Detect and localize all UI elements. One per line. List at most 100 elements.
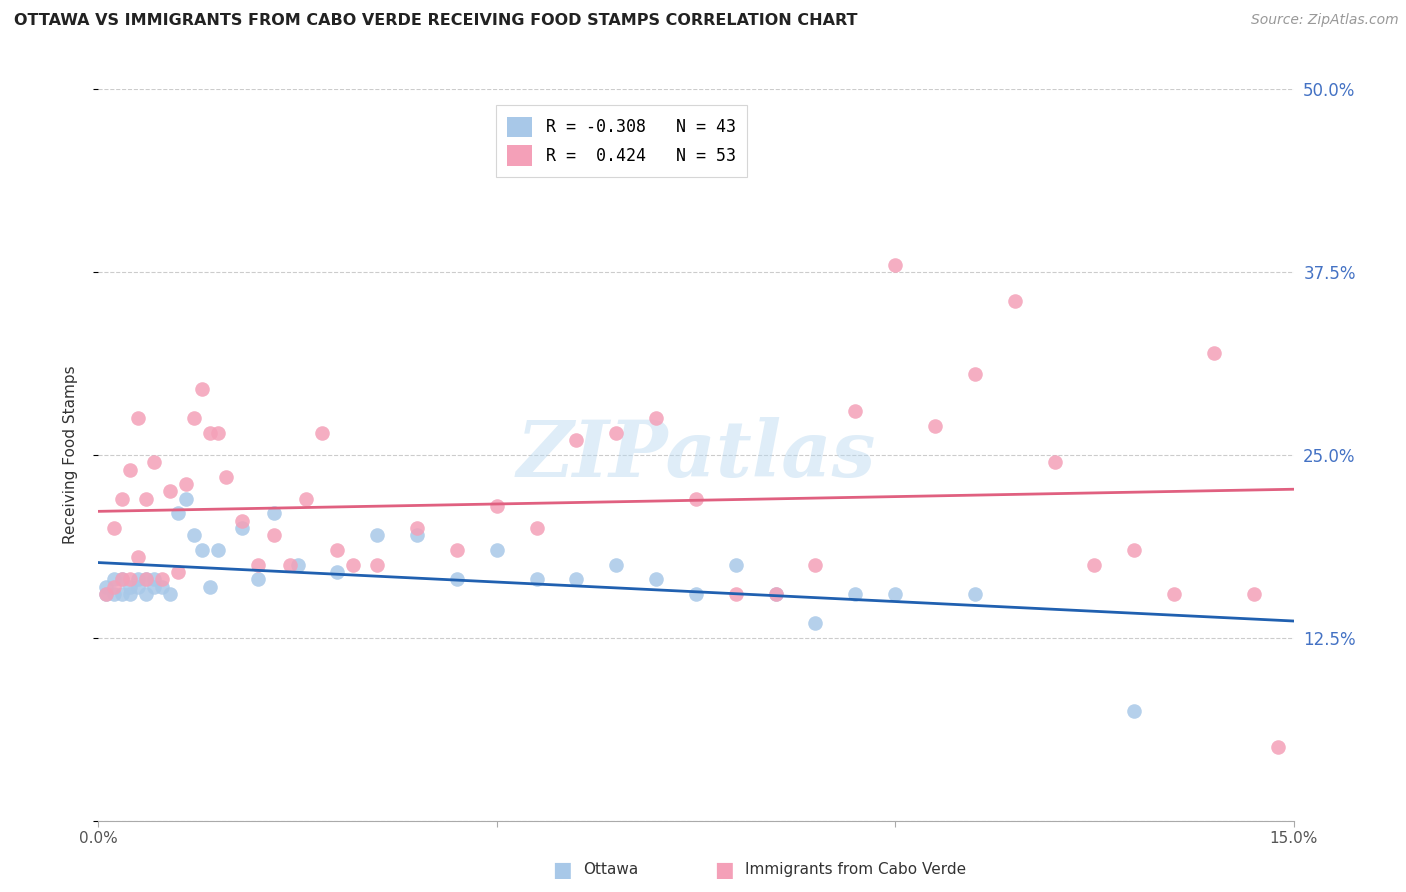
Point — [366, 528, 388, 542]
Point — [278, 558, 301, 572]
Point — [326, 565, 349, 579]
Point — [605, 425, 627, 440]
Point — [231, 521, 253, 535]
Point — [685, 491, 707, 506]
Point — [127, 572, 149, 586]
Point — [150, 572, 173, 586]
Text: Source: ZipAtlas.com: Source: ZipAtlas.com — [1251, 13, 1399, 28]
Point — [446, 572, 468, 586]
Point — [96, 587, 118, 601]
Point — [143, 580, 166, 594]
Point — [96, 587, 118, 601]
Point — [605, 558, 627, 572]
Point — [645, 411, 668, 425]
Point — [174, 477, 197, 491]
Point — [1043, 455, 1066, 469]
Point — [135, 491, 157, 506]
Point — [191, 382, 214, 396]
Point — [963, 368, 986, 382]
Point — [311, 425, 333, 440]
Point — [183, 411, 205, 425]
Point — [167, 565, 190, 579]
Point — [326, 543, 349, 558]
Text: Ottawa: Ottawa — [583, 863, 638, 877]
Point — [215, 470, 238, 484]
Point — [120, 572, 142, 586]
Point — [804, 616, 827, 631]
Point — [183, 528, 205, 542]
Text: ■: ■ — [553, 860, 572, 880]
Point — [526, 521, 548, 535]
Point — [174, 491, 197, 506]
Point — [963, 587, 986, 601]
Point — [724, 587, 747, 601]
Point — [1083, 558, 1105, 572]
Point — [446, 543, 468, 558]
Point — [685, 587, 707, 601]
Point — [565, 434, 588, 448]
Point — [135, 572, 157, 586]
Point — [103, 521, 125, 535]
Point — [111, 572, 134, 586]
Point — [485, 543, 508, 558]
Point — [167, 507, 190, 521]
Point — [111, 587, 134, 601]
Point — [159, 484, 181, 499]
Point — [120, 587, 142, 601]
Point — [135, 572, 157, 586]
Point — [844, 404, 866, 418]
Point — [246, 572, 269, 586]
Point — [645, 572, 668, 586]
Point — [143, 455, 166, 469]
Point — [143, 572, 166, 586]
Point — [765, 587, 787, 601]
Point — [884, 258, 907, 272]
Point — [287, 558, 309, 572]
Point — [526, 572, 548, 586]
Point — [120, 580, 142, 594]
Point — [127, 580, 149, 594]
Point — [1163, 587, 1185, 601]
Point — [804, 558, 827, 572]
Point — [127, 411, 149, 425]
Text: Immigrants from Cabo Verde: Immigrants from Cabo Verde — [745, 863, 966, 877]
Point — [844, 587, 866, 601]
Point — [207, 425, 229, 440]
Point — [406, 528, 429, 542]
Point — [1202, 345, 1225, 359]
Point — [765, 587, 787, 601]
Point — [884, 587, 907, 601]
Point — [111, 491, 134, 506]
Point — [120, 462, 142, 476]
Point — [198, 425, 221, 440]
Point — [263, 507, 285, 521]
Point — [96, 580, 118, 594]
Point — [342, 558, 364, 572]
Point — [207, 543, 229, 558]
Point — [1123, 543, 1146, 558]
Point — [246, 558, 269, 572]
Point — [231, 514, 253, 528]
Point — [198, 580, 221, 594]
Point — [103, 587, 125, 601]
Text: ZIPatlas: ZIPatlas — [516, 417, 876, 493]
Point — [1267, 740, 1289, 755]
Point — [294, 491, 316, 506]
Point — [1243, 587, 1265, 601]
Point — [366, 558, 388, 572]
Point — [111, 572, 134, 586]
Point — [159, 587, 181, 601]
Point — [1123, 704, 1146, 718]
Point — [127, 550, 149, 565]
Point — [724, 558, 747, 572]
Point — [485, 499, 508, 513]
Point — [150, 580, 173, 594]
Text: OTTAWA VS IMMIGRANTS FROM CABO VERDE RECEIVING FOOD STAMPS CORRELATION CHART: OTTAWA VS IMMIGRANTS FROM CABO VERDE REC… — [14, 13, 858, 29]
Point — [103, 580, 125, 594]
Point — [1004, 294, 1026, 309]
Point — [924, 418, 946, 433]
Legend: R = -0.308   N = 43, R =  0.424   N = 53: R = -0.308 N = 43, R = 0.424 N = 53 — [496, 105, 748, 178]
Y-axis label: Receiving Food Stamps: Receiving Food Stamps — [63, 366, 77, 544]
Point — [191, 543, 214, 558]
Point — [406, 521, 429, 535]
